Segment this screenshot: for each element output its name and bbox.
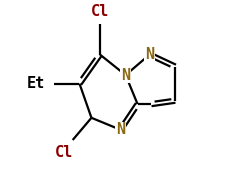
Text: Cl: Cl xyxy=(55,145,73,160)
Text: Cl: Cl xyxy=(91,4,109,19)
Text: Et: Et xyxy=(27,76,45,91)
Text: N: N xyxy=(121,68,130,83)
Text: N: N xyxy=(145,47,154,62)
Text: N: N xyxy=(116,122,125,137)
